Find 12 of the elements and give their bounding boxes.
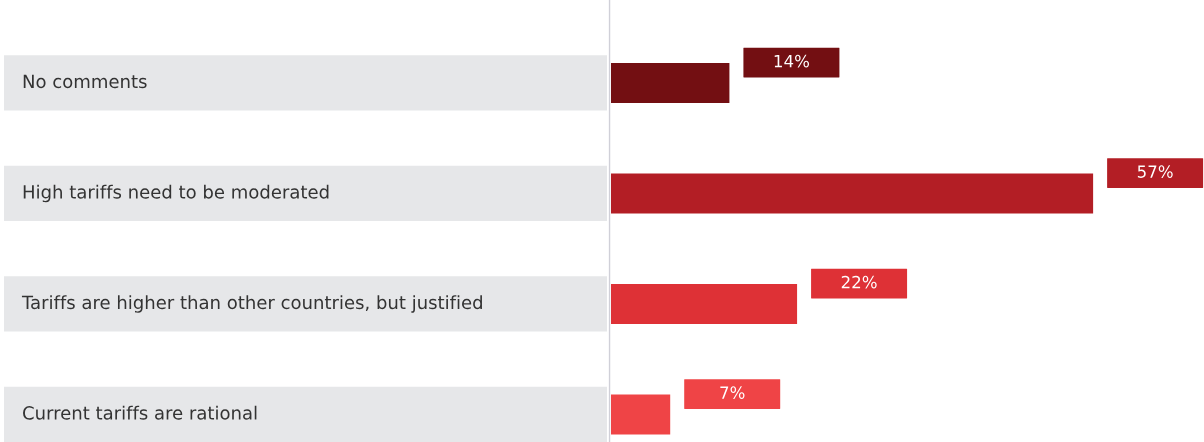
data-label: 14% [774,54,810,68]
bar [611,284,798,324]
bar [611,63,730,103]
data-label: 22% [841,275,877,289]
y-tick-label: Current tariffs are rational [23,405,257,420]
data-label: 57% [1137,165,1173,178]
bar [611,394,671,435]
y-tick-label: No comments [23,74,147,89]
bar [611,173,1094,214]
data-label: 7% [720,386,745,399]
y-tick-label: Tariffs are higher than other countries, but justified [21,295,482,313]
y-tick-label: High tariffs need to be moderated [23,184,329,203]
